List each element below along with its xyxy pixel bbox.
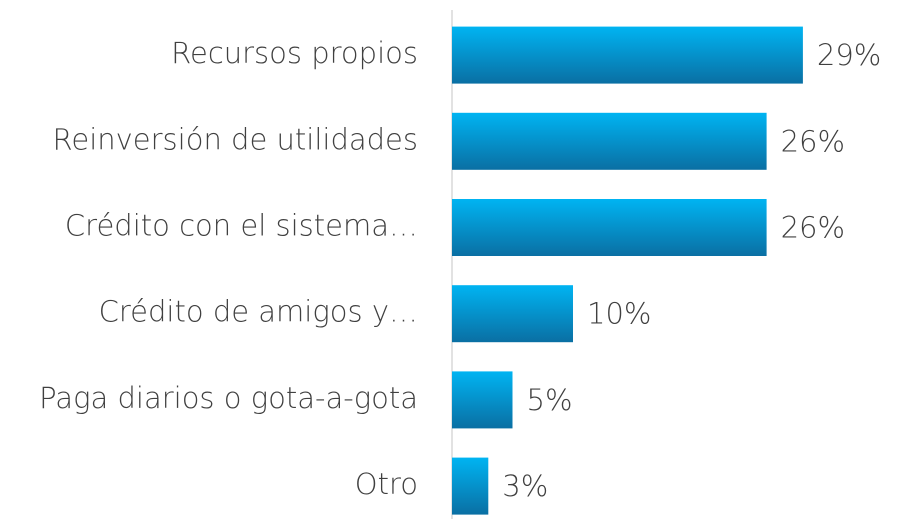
bar	[452, 457, 489, 515]
bar	[452, 199, 767, 256]
category-label: Reinversión de utilidades	[53, 122, 419, 156]
category-label: Crédito con el sistema…	[65, 209, 418, 243]
value-label: 5%	[527, 383, 573, 417]
value-label: 26%	[781, 211, 845, 245]
bar	[452, 26, 803, 84]
bar	[452, 371, 513, 429]
value-label: 10%	[587, 297, 651, 331]
value-label: 29%	[817, 38, 881, 72]
bar	[452, 285, 573, 343]
category-label: Paga diarios o gota-a-gota	[39, 381, 418, 415]
value-label: 26%	[781, 124, 845, 158]
category-label: Crédito de amigos y…	[99, 295, 418, 329]
category-label: Recursos propios	[171, 36, 418, 70]
category-label: Otro	[355, 467, 418, 501]
bar	[452, 112, 767, 170]
value-label: 3%	[502, 469, 548, 503]
